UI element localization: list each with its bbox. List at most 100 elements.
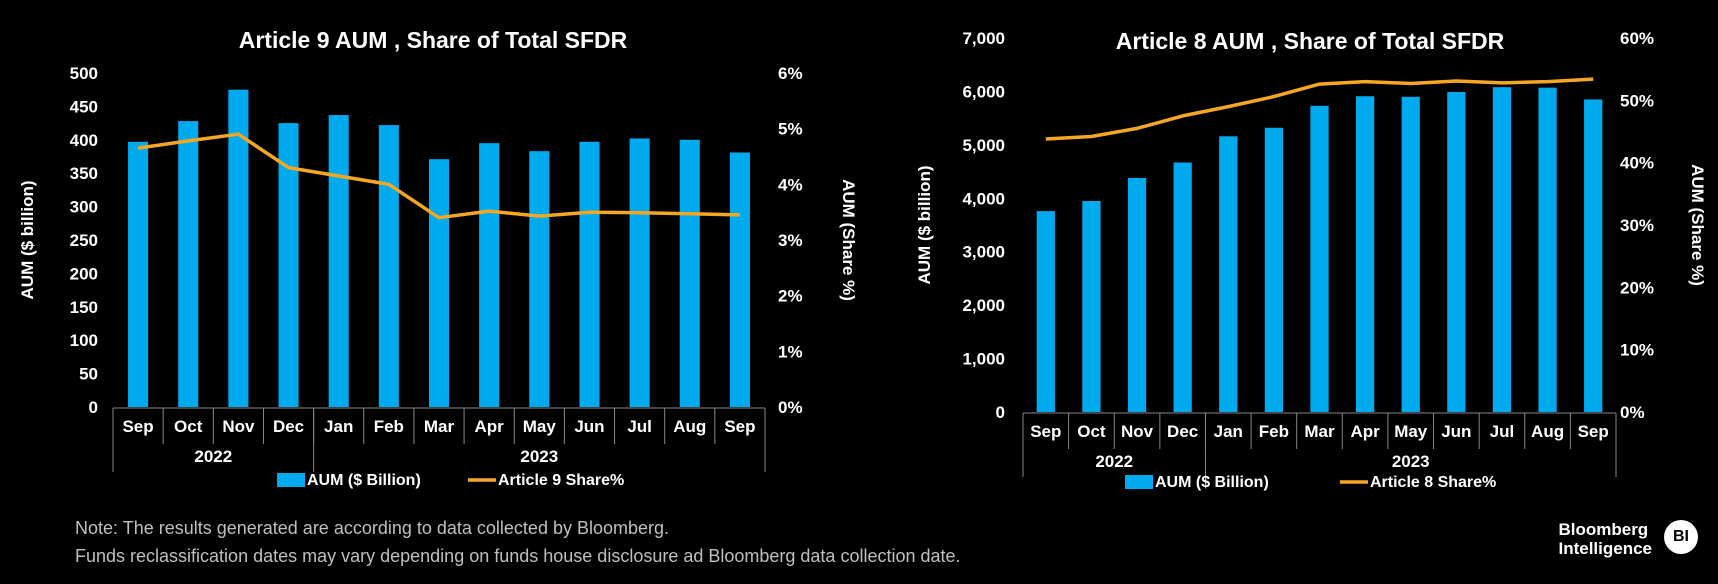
y-tick-label: 1,000 [962, 350, 1005, 369]
aum-bar [178, 121, 199, 407]
legend-bar-swatch [277, 473, 305, 487]
month-label: Sep [1578, 422, 1609, 441]
month-label: Jul [627, 417, 652, 436]
y2-tick-label: 0% [1620, 403, 1645, 422]
aum-bar [128, 141, 149, 407]
y2-tick-label: 50% [1620, 91, 1654, 110]
aum-bar [1264, 127, 1284, 412]
aum-bar [1401, 96, 1420, 413]
month-label: Aug [1531, 422, 1564, 441]
year-label: 2023 [1392, 452, 1430, 471]
month-label: Sep [122, 417, 153, 436]
y2-tick-label: 4% [778, 175, 803, 194]
aum-bar [529, 151, 550, 407]
y-tick-label: 0 [89, 398, 98, 417]
aum-bar [679, 139, 700, 408]
y2-tick-label: 1% [778, 342, 803, 361]
month-label: Apr [475, 417, 505, 436]
y-axis-label: AUM ($ billion) [18, 181, 37, 300]
y-tick-label: 4,000 [962, 189, 1005, 208]
y2-tick-label: 20% [1620, 278, 1654, 297]
y2-tick-label: 30% [1620, 216, 1654, 235]
y-tick-label: 100 [70, 331, 98, 350]
month-label: Sep [1030, 422, 1061, 441]
share-line [1045, 77, 1594, 141]
y-axis-label: AUM ($ billion) [915, 166, 934, 285]
month-label: Nov [222, 417, 255, 436]
y-tick-label: 3,000 [962, 243, 1005, 262]
y-tick-label: 6,000 [962, 82, 1005, 101]
aum-bar [1173, 162, 1192, 412]
y-tick-label: 500 [70, 64, 98, 83]
month-label: Aug [673, 417, 706, 436]
y2-tick-label: 5% [778, 120, 803, 139]
aum-bar [579, 141, 600, 407]
aum-bar [629, 138, 650, 408]
aum-bar [1082, 200, 1101, 412]
y2-tick-label: 40% [1620, 154, 1654, 173]
y2-tick-label: 6% [778, 64, 803, 83]
aum-bar [1538, 87, 1557, 412]
month-label: Sep [724, 417, 755, 436]
y-tick-label: 250 [70, 231, 98, 250]
y2-axis-label: AUM (Share %) [1688, 164, 1707, 286]
note-line-2: Funds reclassification dates may vary de… [75, 546, 961, 566]
month-label: Jan [324, 417, 353, 436]
year-label: 2022 [1095, 452, 1133, 471]
month-label: Feb [1259, 422, 1289, 441]
brand-line-1: Bloomberg [1558, 520, 1649, 539]
month-label: May [523, 417, 557, 436]
aum-bar [1355, 96, 1375, 412]
y-tick-label: 450 [70, 97, 98, 116]
share-line [137, 132, 740, 220]
bi-badge-icon: BI [1664, 520, 1698, 554]
y2-tick-label: 0% [778, 398, 803, 417]
y-tick-label: 300 [70, 198, 98, 217]
month-label: Jul [1490, 422, 1515, 441]
aum-bar [479, 143, 500, 407]
aum-bar [1127, 177, 1147, 412]
year-label: 2022 [194, 447, 232, 466]
month-label: Jun [574, 417, 604, 436]
aum-bar [1492, 87, 1512, 412]
legend-line-label: Article 9 Share% [498, 472, 624, 489]
y-tick-label: 2,000 [962, 296, 1005, 315]
month-label: Dec [273, 417, 304, 436]
year-label: 2023 [520, 447, 558, 466]
month-label: Feb [374, 417, 404, 436]
aum-bar [278, 123, 299, 407]
legend-bar-label: AUM ($ Billion) [1155, 474, 1269, 491]
y-tick-label: 5,000 [962, 136, 1005, 155]
chart-title: Article 8 AUM , Share of Total SFDR [1116, 28, 1505, 54]
legend-line-label: Article 8 Share% [1370, 474, 1496, 491]
brand-line-2: Intelligence [1558, 539, 1652, 558]
aum-bar [1447, 91, 1466, 412]
legend-bar-swatch [1125, 475, 1153, 489]
month-label: Jun [1441, 422, 1471, 441]
y-tick-label: 150 [70, 298, 98, 317]
month-label: Jan [1214, 422, 1243, 441]
y2-tick-label: 3% [778, 231, 803, 250]
aum-bar [729, 152, 750, 407]
y-tick-label: 7,000 [962, 29, 1005, 48]
y-tick-label: 350 [70, 164, 98, 183]
note-line-1: Note: The results generated are accordin… [75, 518, 670, 538]
aum-bar [328, 115, 349, 408]
aum-bar [228, 89, 249, 407]
month-label: Oct [1077, 422, 1106, 441]
month-label: Apr [1350, 422, 1380, 441]
month-label: Oct [174, 417, 203, 436]
month-label: Dec [1167, 422, 1198, 441]
month-label: May [1394, 422, 1428, 441]
y2-axis-label: AUM (Share %) [839, 179, 858, 301]
y-tick-label: 0 [996, 403, 1005, 422]
chart-title: Article 9 AUM , Share of Total SFDR [239, 27, 628, 53]
aum-bar [1036, 211, 1055, 412]
aum-bar [428, 159, 450, 407]
month-label: Nov [1121, 422, 1154, 441]
y2-tick-label: 10% [1620, 341, 1654, 360]
article9-chart: Article 9 AUM , Share of Total SFDR 0 50 10… [18, 27, 858, 489]
aum-bar [1219, 136, 1238, 412]
month-label: Mar [424, 417, 455, 436]
month-label: Mar [1304, 422, 1335, 441]
